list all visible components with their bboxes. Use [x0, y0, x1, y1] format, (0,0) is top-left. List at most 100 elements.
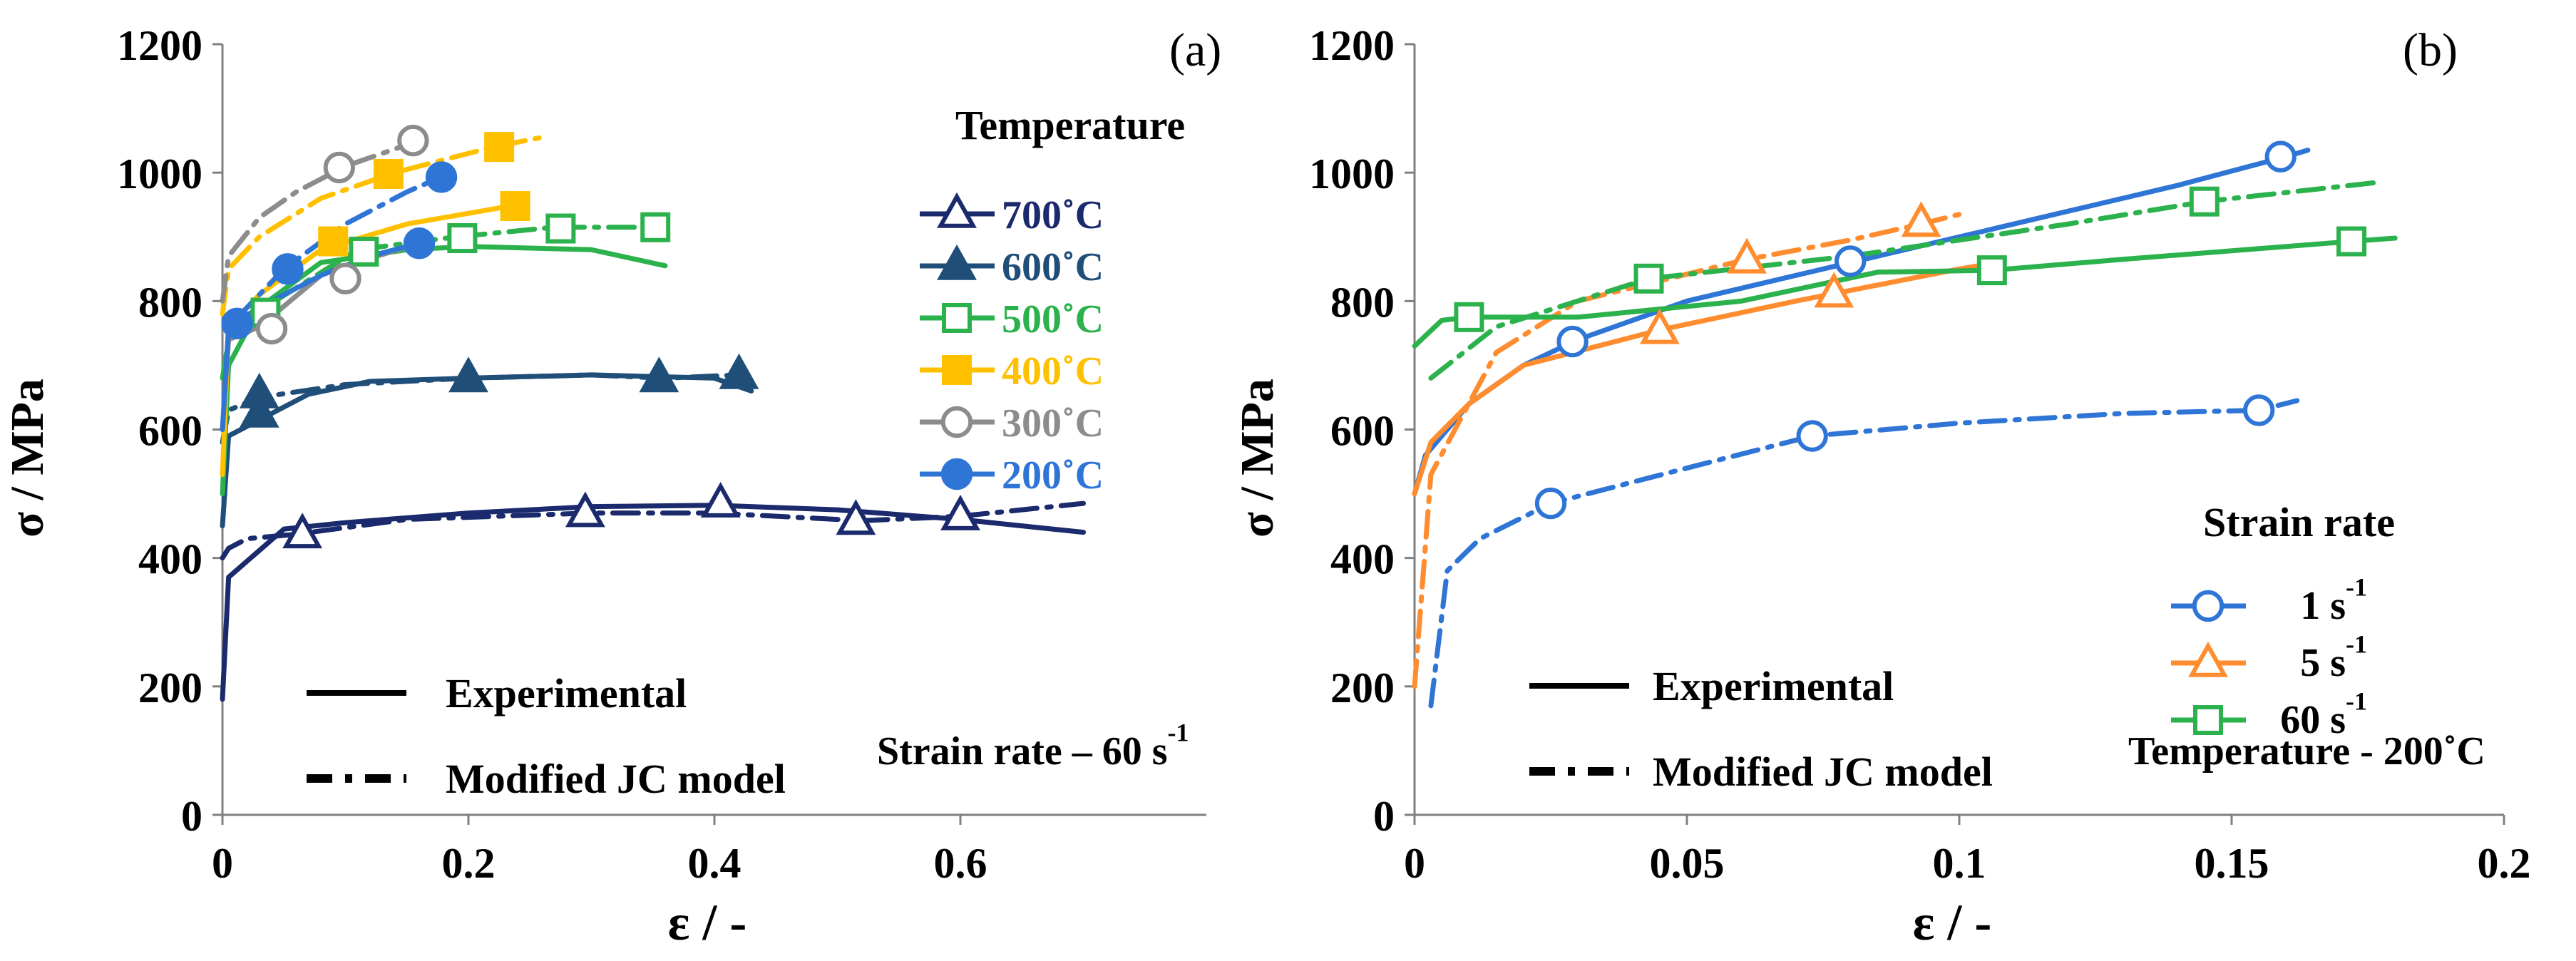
x-axis-label: ε / - — [668, 894, 747, 951]
series-marker — [349, 236, 379, 267]
line-style-label: Modified JC model — [1653, 749, 1993, 795]
y-tick-label: 600 — [138, 408, 202, 455]
series-marker — [397, 124, 429, 157]
legend-label: 700˚C — [1002, 193, 1104, 237]
series-line — [1428, 398, 2300, 709]
x-tick-label: 0 — [1404, 840, 1425, 887]
legend-swatch-marker — [940, 406, 973, 438]
y-axis-label: σ / MPa — [1, 379, 53, 538]
legend-title: Strain rate — [2203, 499, 2395, 545]
y-tick-label: 0 — [1373, 793, 1395, 840]
series-line — [220, 135, 545, 317]
series-marker — [640, 212, 671, 242]
series-marker — [639, 356, 679, 393]
y-tick-label: 200 — [138, 664, 202, 711]
y-tick-label: 200 — [1330, 664, 1395, 711]
series-marker — [1556, 325, 1589, 358]
y-tick-label: 1200 — [1309, 22, 1395, 69]
x-axis-label: ε / - — [1913, 894, 1992, 951]
series-marker — [2264, 140, 2297, 173]
x-tick-label: 0.6 — [934, 840, 987, 887]
series-marker — [1454, 302, 1484, 332]
x-tick-label: 0.4 — [688, 840, 742, 887]
series-marker — [318, 226, 349, 257]
series-marker — [329, 262, 361, 295]
y-tick-label: 1200 — [117, 22, 202, 69]
panel-a: 0 200 400 600 800 1000 1200 0 0.2 0.4 0.6 σ / MPa ε … — [1, 22, 1221, 951]
panel-label: (b) — [2403, 24, 2458, 76]
series-marker — [272, 253, 304, 285]
series-marker — [2336, 226, 2367, 257]
line-style-label: Experimental — [1653, 663, 1894, 709]
line-style-label: Experimental — [446, 670, 687, 716]
y-tick-label: 0 — [181, 793, 202, 840]
y-tick-label: 800 — [138, 279, 202, 326]
x-tick-label: 0.2 — [442, 840, 496, 887]
series-marker — [373, 158, 404, 189]
series-line — [232, 173, 446, 323]
legend-swatch-marker — [2193, 705, 2223, 735]
legend-swatch-marker — [942, 355, 972, 385]
series-line — [220, 138, 422, 304]
series-marker — [447, 223, 478, 254]
x-tick-label: 0.2 — [2478, 840, 2531, 887]
series-marker — [1834, 245, 1867, 277]
chart-annotation: Strain rate – 60 s-1 — [877, 719, 1189, 774]
series-line — [220, 503, 1086, 702]
series-marker — [1901, 201, 1941, 237]
y-tick-label: 400 — [1330, 536, 1395, 583]
series-marker — [425, 161, 458, 193]
series-marker — [940, 494, 980, 530]
series-marker — [403, 227, 436, 259]
legend-label: 400˚C — [1002, 349, 1104, 394]
legend-swatch-marker — [942, 303, 972, 333]
y-tick-label: 400 — [138, 536, 202, 583]
legend-label: 5 s-1 — [2300, 630, 2367, 685]
legend-swatch-marker — [937, 244, 977, 280]
legend-label: 600˚C — [1002, 245, 1104, 289]
series-marker — [1727, 237, 1767, 274]
series-marker — [1796, 420, 1828, 452]
panel-label: (a) — [1169, 24, 1221, 76]
x-tick-label: 0.15 — [2195, 840, 2269, 887]
series-marker — [565, 491, 605, 528]
series-marker — [2189, 186, 2220, 217]
legend-title: Temperature — [955, 102, 1185, 148]
series-marker — [239, 391, 279, 428]
series-marker — [484, 132, 515, 163]
legend-label: 200˚C — [1002, 453, 1104, 498]
series-marker — [1633, 263, 1664, 294]
series-marker — [836, 499, 876, 535]
series-marker — [2243, 394, 2275, 426]
series-marker — [1976, 255, 2007, 286]
chart-annotation: Temperature - 200˚C — [2128, 729, 2485, 774]
series-marker — [500, 191, 530, 222]
legend-label: 500˚C — [1002, 297, 1104, 341]
legend-label: 1 s-1 — [2300, 573, 2367, 628]
legend-swatch-marker — [2188, 641, 2228, 677]
series-line — [220, 500, 1086, 561]
x-tick-label: 0.05 — [1650, 840, 1725, 887]
series-marker — [700, 481, 741, 518]
series-line — [1412, 235, 2398, 349]
y-tick-label: 800 — [1330, 279, 1395, 326]
series-line — [1412, 259, 2000, 497]
line-style-label: Modified JC model — [446, 756, 786, 802]
series-marker — [719, 353, 759, 389]
panel-b: 0 200 400 600 800 1000 1200 0 0.05 0.1 0.15 0.2 σ / … — [1231, 22, 2531, 951]
series-marker — [255, 312, 288, 345]
y-tick-label: 1000 — [117, 150, 202, 197]
series-marker — [221, 307, 253, 340]
series-marker — [1639, 308, 1680, 344]
legend-swatch-marker — [937, 192, 977, 228]
series-marker — [323, 151, 356, 184]
series-line — [220, 372, 754, 529]
y-tick-label: 1000 — [1309, 150, 1395, 197]
y-axis-label: σ / MPa — [1231, 379, 1283, 538]
legend-swatch-marker — [940, 458, 973, 490]
series-marker — [1534, 487, 1567, 520]
legend-swatch-marker — [2192, 590, 2225, 622]
x-tick-label: 0 — [212, 840, 233, 887]
y-tick-label: 600 — [1330, 408, 1395, 455]
